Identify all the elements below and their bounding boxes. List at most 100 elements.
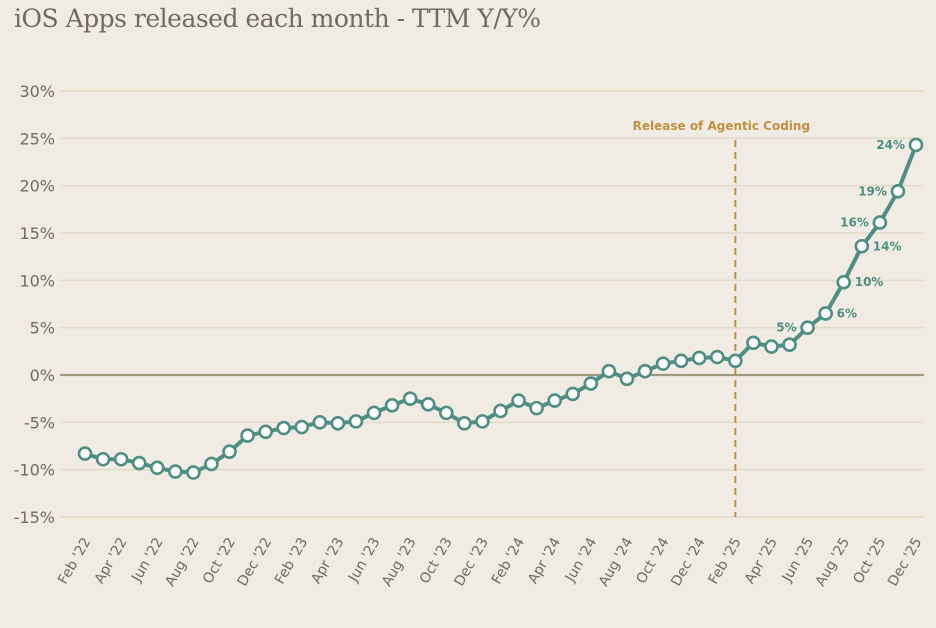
data-point <box>240 428 255 443</box>
data-point <box>872 215 888 230</box>
x-tick-group: Aug '24 <box>596 535 637 589</box>
x-tick-group: Feb '25 <box>706 535 745 587</box>
x-tick-label: Apr '24 <box>525 535 564 587</box>
data-label: 5% <box>776 321 796 335</box>
data-label: 14% <box>873 239 902 253</box>
data-point <box>728 353 743 369</box>
data-point <box>439 405 454 421</box>
data-point <box>691 350 707 366</box>
data-point <box>77 446 93 461</box>
data-point <box>276 420 292 436</box>
x-tick-label: Oct '24 <box>634 535 673 587</box>
data-point <box>348 414 364 429</box>
data-point <box>294 419 310 435</box>
data-point <box>258 424 273 440</box>
data-point <box>222 444 237 459</box>
x-tick-group: Oct '22 <box>200 535 239 587</box>
x-tick-label: Feb '23 <box>272 535 311 587</box>
data-point <box>168 464 183 479</box>
x-tick-group: Dec '23 <box>451 535 491 589</box>
series-line <box>83 143 918 475</box>
x-tick-group: Dec '24 <box>668 535 709 589</box>
data-point <box>583 376 599 391</box>
x-tick-group: Oct '25 <box>850 535 889 587</box>
x-tick-label: Jun '24 <box>562 535 600 586</box>
x-tick-group: Dec '25 <box>885 535 925 589</box>
x-tick-group: Dec '22 <box>235 535 275 589</box>
x-tick-label: Oct '23 <box>417 535 456 587</box>
data-point <box>113 451 129 467</box>
data-point <box>330 415 346 431</box>
x-tick-label: Jun '23 <box>345 535 383 585</box>
data-point <box>131 455 147 471</box>
x-tick-label: Dec '22 <box>235 535 275 589</box>
data-point <box>908 137 924 153</box>
y-tick-label: 5% <box>30 319 55 338</box>
data-label: 24% <box>876 138 905 152</box>
data-point <box>457 415 472 431</box>
y-tick-label: -15% <box>14 508 55 527</box>
x-tick-group: Apr '23 <box>308 535 347 587</box>
x-tick-label: Oct '25 <box>850 535 889 587</box>
x-tick-label: Oct '22 <box>200 535 239 587</box>
data-label: 16% <box>840 216 869 230</box>
data-point <box>818 306 833 321</box>
data-point <box>312 415 328 430</box>
y-tick-label: -5% <box>24 413 55 432</box>
x-tick-label: Jun '25 <box>779 535 817 585</box>
data-point <box>601 363 617 379</box>
y-tick-label: 30% <box>19 82 55 101</box>
data-point <box>637 363 653 379</box>
data-point <box>493 403 508 419</box>
data-point <box>836 274 852 290</box>
annotation-label: Release of Agentic Coding <box>633 119 810 133</box>
data-point <box>475 414 490 429</box>
data-point <box>782 337 797 353</box>
data-point <box>149 460 165 476</box>
x-tick-group: Aug '23 <box>379 535 420 589</box>
y-tick-label: 10% <box>19 271 55 290</box>
x-tick-group: Jun '25 <box>779 535 817 585</box>
data-point <box>673 353 689 369</box>
x-tick-label: Apr '25 <box>742 535 781 587</box>
data-point <box>800 320 815 335</box>
x-tick-group: Apr '24 <box>525 535 564 587</box>
data-point <box>420 397 436 412</box>
data-point <box>854 238 870 254</box>
y-tick-label: 20% <box>19 177 55 196</box>
data-point <box>186 465 201 480</box>
x-tick-label: Feb '25 <box>706 535 745 587</box>
x-tick-group: Feb '23 <box>272 535 311 587</box>
data-point <box>402 391 418 406</box>
x-tick-group: Oct '24 <box>634 535 673 587</box>
data-point <box>746 335 761 351</box>
data-point <box>565 386 581 402</box>
data-point <box>764 339 779 354</box>
data-label: 6% <box>837 306 857 320</box>
data-point <box>709 349 725 365</box>
x-tick-group: Feb '24 <box>489 535 528 587</box>
y-tick-label: 25% <box>19 129 55 148</box>
x-tick-label: Dec '24 <box>668 535 709 589</box>
x-tick-group: Oct '23 <box>417 535 456 587</box>
x-tick-group: Jun '22 <box>128 535 166 585</box>
data-point <box>95 451 111 467</box>
data-point <box>655 356 671 371</box>
x-tick-group: Feb '22 <box>55 535 94 587</box>
data-label: 10% <box>855 275 884 289</box>
x-tick-group: Apr '22 <box>92 535 131 587</box>
data-point <box>619 371 635 387</box>
x-tick-label: Apr '23 <box>308 535 347 587</box>
y-tick-label: 15% <box>19 224 55 243</box>
data-label: 19% <box>858 184 887 198</box>
data-point <box>547 393 562 408</box>
x-tick-label: Aug '25 <box>813 535 854 589</box>
data-point <box>890 184 906 199</box>
x-tick-group: Jun '24 <box>562 535 600 586</box>
x-tick-label: Dec '25 <box>885 535 925 589</box>
y-tick-label: 0% <box>30 366 55 385</box>
x-tick-group: Aug '22 <box>162 535 203 589</box>
x-tick-label: Feb '24 <box>489 535 528 587</box>
x-tick-label: Aug '22 <box>162 535 203 589</box>
